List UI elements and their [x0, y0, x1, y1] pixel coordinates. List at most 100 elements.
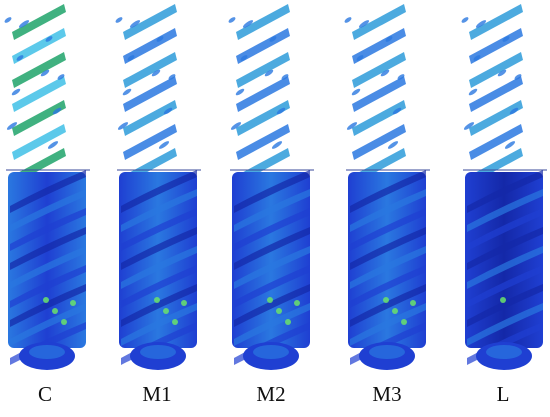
caption-l: L	[496, 382, 510, 406]
helical-band	[236, 100, 290, 136]
swirl-streak	[467, 265, 543, 308]
swirl-streak	[350, 303, 426, 346]
helical-band	[123, 124, 177, 160]
vortex-fragment	[509, 107, 519, 115]
helical-band	[123, 52, 177, 88]
highlight-patch	[392, 308, 398, 314]
highlight-patch	[500, 297, 506, 303]
vortex-fragment	[269, 36, 277, 42]
helical-band	[236, 124, 290, 160]
swirl-streak	[10, 227, 86, 270]
caption-m1: M1	[142, 382, 172, 406]
swirl-streak	[10, 246, 86, 289]
swirl-streak	[467, 170, 543, 213]
swirl-streak	[121, 265, 197, 308]
helical-band	[352, 4, 406, 40]
vortex-fragment	[129, 20, 141, 28]
vortex-fragment	[122, 88, 132, 96]
swirl-streak	[467, 227, 543, 270]
vortex-fragment	[385, 36, 393, 42]
swirl-streak	[350, 170, 426, 213]
highlight-patch	[163, 308, 169, 314]
vortex-fragment	[18, 20, 30, 28]
highlight-patch	[285, 319, 291, 325]
swirl-streak	[234, 284, 310, 327]
helical-band	[469, 124, 523, 160]
helical-band	[12, 52, 66, 88]
swirl-streak	[234, 208, 310, 251]
swirl-streak	[10, 303, 86, 346]
helical-band	[12, 100, 66, 136]
vortex-fragment	[158, 141, 170, 149]
vortex-fragment	[242, 20, 254, 28]
swirl-streak	[121, 189, 197, 232]
swirl-streak	[121, 284, 197, 327]
swirl-streak	[10, 265, 86, 308]
swirl-streak	[350, 246, 426, 289]
vortex-fragment	[397, 74, 405, 80]
tool-tip-sheen	[369, 345, 405, 359]
highlight-patch	[154, 297, 160, 303]
helical-band	[469, 52, 523, 88]
swirl-streak	[121, 227, 197, 270]
panel-m2	[226, 0, 316, 370]
highlight-patch	[52, 308, 58, 314]
helical-band	[123, 76, 177, 112]
highlight-patch	[401, 319, 407, 325]
vortex-fragment	[151, 69, 161, 77]
vortex-fragment	[276, 107, 286, 115]
vortex-fragment	[52, 107, 62, 115]
vortex-fragment	[228, 17, 236, 23]
panel-l	[459, 0, 549, 370]
vortex-fragment	[504, 141, 516, 149]
highlight-patch	[61, 319, 67, 325]
highlight-patch	[70, 300, 76, 306]
vortex-fragment	[358, 20, 370, 28]
vortex-fragment	[16, 55, 24, 61]
swirl-streak	[10, 170, 86, 213]
helical-band	[236, 52, 290, 88]
vortex-fragment	[356, 55, 364, 61]
vortex-fragment	[40, 69, 50, 77]
vortex-fragment	[240, 55, 248, 61]
highlight-patch	[410, 300, 416, 306]
vortex-fragment	[45, 36, 53, 42]
highlight-patch	[172, 319, 178, 325]
helical-band	[123, 28, 177, 64]
vortex-fragment	[4, 17, 12, 23]
vortex-fragment	[468, 88, 478, 96]
swirl-streak	[121, 208, 197, 251]
vortex-fragment	[117, 122, 129, 130]
swirl-streak	[467, 246, 543, 289]
vortex-fragment	[475, 20, 487, 28]
helical-band	[469, 100, 523, 136]
helical-band	[236, 28, 290, 64]
vortex-fragment	[463, 122, 475, 130]
helical-band	[352, 76, 406, 112]
panel-c	[2, 0, 92, 370]
vortex-fragment	[6, 122, 18, 130]
vortex-fragment	[127, 55, 135, 61]
helical-band	[469, 76, 523, 112]
highlight-patch	[276, 308, 282, 314]
vortex-fragment	[156, 36, 164, 42]
highlight-patch	[383, 297, 389, 303]
panel-m1	[113, 0, 203, 370]
swirl-streak	[234, 246, 310, 289]
vortex-fragment	[344, 17, 352, 23]
caption-m3: M3	[372, 382, 402, 406]
swirl-streak	[234, 303, 310, 346]
vortex-fragment	[392, 107, 402, 115]
caption-m2: M2	[256, 382, 286, 406]
vortex-fragment	[461, 17, 469, 23]
vortex-fragment	[351, 88, 361, 96]
tool-tip-sheen	[253, 345, 289, 359]
helical-band	[12, 124, 66, 160]
helical-band	[469, 28, 523, 64]
swirl-streak	[234, 265, 310, 308]
helical-band	[12, 28, 66, 64]
helical-band	[236, 76, 290, 112]
helical-band	[469, 4, 523, 40]
vortex-fragment	[47, 141, 59, 149]
